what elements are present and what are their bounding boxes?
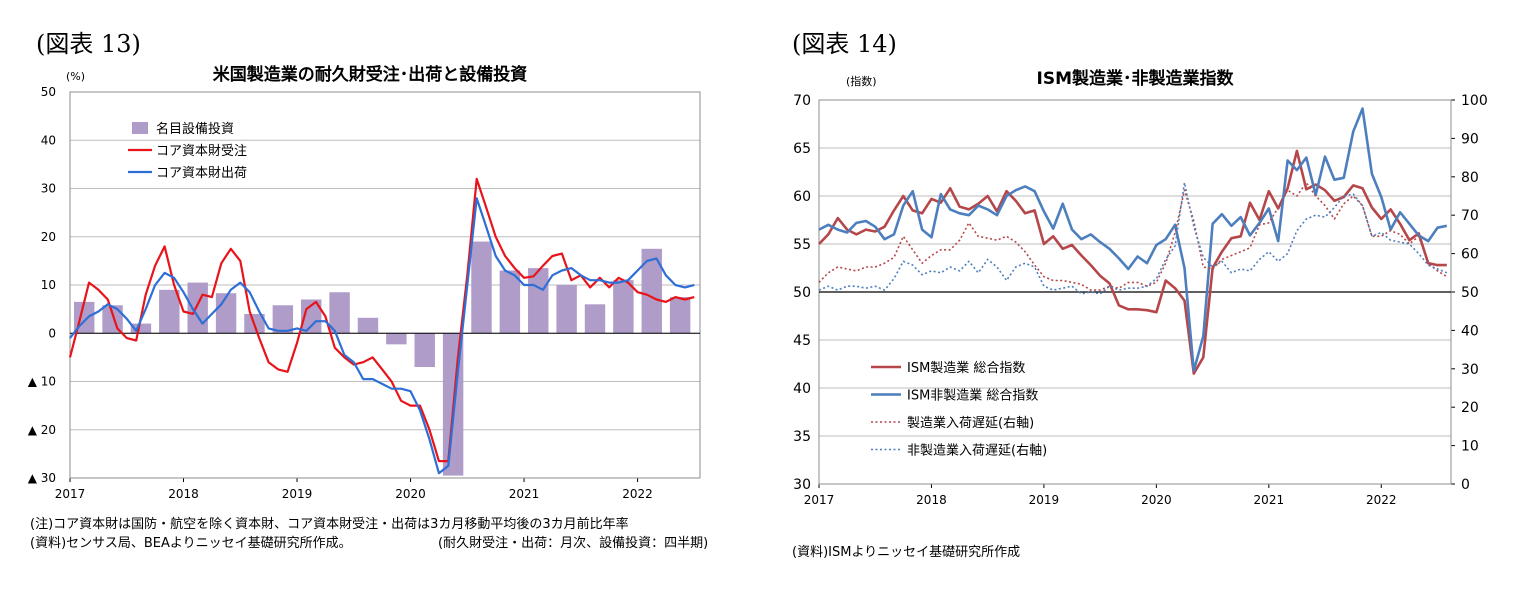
y2-tick-label: 30 — [1461, 362, 1479, 378]
y-tick-label: 55 — [793, 237, 811, 253]
bar — [613, 280, 634, 334]
chart-title: ISM製造業･非製造業指数 — [1037, 68, 1235, 89]
plot-area-frame — [69, 91, 701, 479]
y-tick-label: ▲ 30 — [28, 471, 56, 485]
bar — [414, 333, 435, 368]
x-tick-label: 2017 — [804, 493, 835, 507]
chart-frequency-note: (耐久財受注・出荷：月次、設備投資：四半期) — [438, 536, 709, 551]
series-line — [818, 107, 1448, 373]
y-tick-label: 10 — [41, 278, 56, 292]
y-tick-label: 50 — [41, 85, 56, 99]
bar — [641, 248, 662, 334]
x-tick-label: 2021 — [509, 487, 540, 501]
y-tick-label: 45 — [793, 333, 811, 349]
y2-tick-label: 10 — [1461, 439, 1479, 455]
series-line — [69, 197, 695, 475]
y2-tick-label: 90 — [1461, 131, 1479, 147]
legend-label: 製造業入荷遅延(右軸) — [907, 415, 1034, 431]
legend-label: ISM製造業 総合指数 — [907, 360, 1025, 376]
chart-durable-goods: 米国製造業の耐久財受注･出荷と設備投資 (%) 50 40 30 20 10 0 ▲ 10 ▲ 2… — [28, 64, 701, 501]
bar — [272, 305, 294, 334]
y-tick-label: ▲ 10 — [28, 375, 56, 389]
x-tick-label: 2021 — [1254, 493, 1285, 507]
bar — [301, 299, 322, 334]
y-tick-label: 30 — [793, 477, 811, 493]
bar — [499, 270, 521, 334]
y2-tick-label: 50 — [1461, 285, 1479, 301]
x-tick-label: 2020 — [1141, 493, 1172, 507]
chart-ism-index: ISM製造業･非製造業指数(指数)70656055504540353010090… — [793, 68, 1488, 507]
bar — [215, 293, 237, 334]
y-tick-label: 20 — [41, 230, 56, 244]
chart-note: (注)コア資本財は国防・航空を除く資本財、コア資本財受注・出荷は3カ月移動平均後… — [30, 517, 629, 532]
y-axis-unit: (指数) — [846, 74, 877, 88]
bar — [187, 282, 208, 334]
bar — [669, 297, 691, 334]
x-tick-label: 2017 — [55, 487, 86, 501]
bar — [386, 333, 407, 345]
y-tick-label: 65 — [793, 141, 811, 157]
x-tick-label: 2022 — [1366, 493, 1397, 507]
series-line — [818, 181, 1448, 291]
y2-tick-label: 40 — [1461, 323, 1479, 339]
bar — [159, 289, 180, 334]
y-tick-label: 60 — [793, 189, 811, 205]
y-tick-label: 50 — [793, 285, 811, 301]
x-tick-label: 2022 — [622, 487, 653, 501]
y-tick-label: 70 — [793, 93, 811, 109]
legend-label: 非製造業入荷遅延(右軸) — [907, 443, 1047, 459]
bar — [130, 323, 152, 334]
series-line — [818, 181, 1448, 295]
y-tick-label: 35 — [793, 429, 811, 445]
y-tick-label: 40 — [793, 381, 811, 397]
bar — [556, 285, 577, 334]
bar — [102, 305, 123, 334]
figure-14: (図表 14) ISM製造業･非製造業指数 (指数) 70 65 60 55 50 45 40 3… — [756, 0, 1513, 592]
bar — [471, 241, 492, 334]
legend-label: ISM非製造業 総合指数 — [907, 388, 1038, 404]
figure-label: (図表 13) — [36, 30, 141, 58]
x-tick-label: 2018 — [916, 493, 947, 507]
legend-label: コア資本財受注 — [156, 144, 247, 159]
y-tick-label: 30 — [41, 182, 56, 196]
legend-swatch — [132, 122, 148, 134]
bar — [528, 268, 549, 334]
series-line — [68, 177, 695, 463]
legend-label: 名目設備投資 — [156, 121, 234, 137]
x-tick-label: 2019 — [1029, 493, 1060, 507]
x-tick-label: 2018 — [168, 487, 199, 501]
y-tick-label: 40 — [41, 133, 56, 147]
y2-tick-label: 70 — [1461, 208, 1479, 224]
figure-label: (図表 14) — [792, 30, 897, 58]
figure-13: (図表 13) 米国製造業の耐久財受注･出荷と設備投資 (%) 50 40 30 20 10… — [0, 0, 756, 592]
x-tick-label: 2019 — [282, 487, 313, 501]
bar — [357, 317, 379, 334]
bar — [584, 304, 606, 334]
chart-source: (資料)ISMよりニッセイ基礎研究所作成 — [792, 545, 1021, 560]
y-tick-label: ▲ 20 — [28, 423, 56, 437]
y2-tick-label: 60 — [1461, 247, 1479, 263]
x-tick-label: 2020 — [395, 487, 426, 501]
y2-tick-label: 0 — [1461, 477, 1470, 493]
chart-source: (資料)センサス局、BEAよりニッセイ基礎研究所作成。 — [30, 536, 352, 551]
y2-tick-label: 20 — [1461, 400, 1479, 416]
y-tick-label: 0 — [48, 326, 56, 340]
y2-tick-label: 80 — [1461, 170, 1479, 186]
bar — [329, 292, 350, 334]
legend-label: コア資本財出荷 — [156, 166, 247, 181]
y2-tick-label: 100 — [1461, 93, 1488, 109]
chart-title: 米国製造業の耐久財受注･出荷と設備投資 — [213, 64, 528, 85]
y-axis-unit: (%) — [66, 70, 85, 83]
